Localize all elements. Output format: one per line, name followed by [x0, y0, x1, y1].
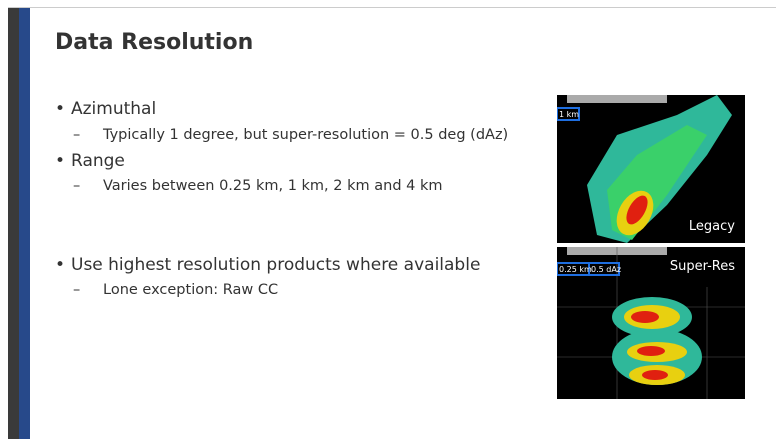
- radar-image-legacy: 1 km Legacy: [557, 95, 745, 243]
- side-bar: [8, 8, 19, 439]
- image-tag: 1 km: [559, 110, 579, 119]
- bullet: Use highest resolution products where av…: [55, 255, 480, 275]
- sub-bullet: Typically 1 degree, but super-resolution…: [73, 127, 508, 143]
- top-rule: [8, 7, 776, 8]
- image-caption: Legacy: [689, 219, 735, 234]
- bullet: Azimuthal: [55, 99, 156, 119]
- side-bar-accent: [19, 8, 30, 439]
- bullet: Range: [55, 151, 125, 171]
- radar-image-super-res: 0.25 km 0.5 dAz Super-Res: [557, 247, 745, 399]
- image-tag: 0.5 dAz: [591, 265, 621, 274]
- image-tag: 0.25 km: [559, 265, 592, 274]
- image-caption: Super-Res: [670, 259, 735, 274]
- sub-bullet: Varies between 0.25 km, 1 km, 2 km and 4…: [73, 178, 442, 194]
- sub-bullet: Lone exception: Raw CC: [73, 282, 278, 298]
- slide-title: Data Resolution: [55, 30, 253, 55]
- slide: Data Resolution Azimuthal Typically 1 de…: [0, 0, 776, 439]
